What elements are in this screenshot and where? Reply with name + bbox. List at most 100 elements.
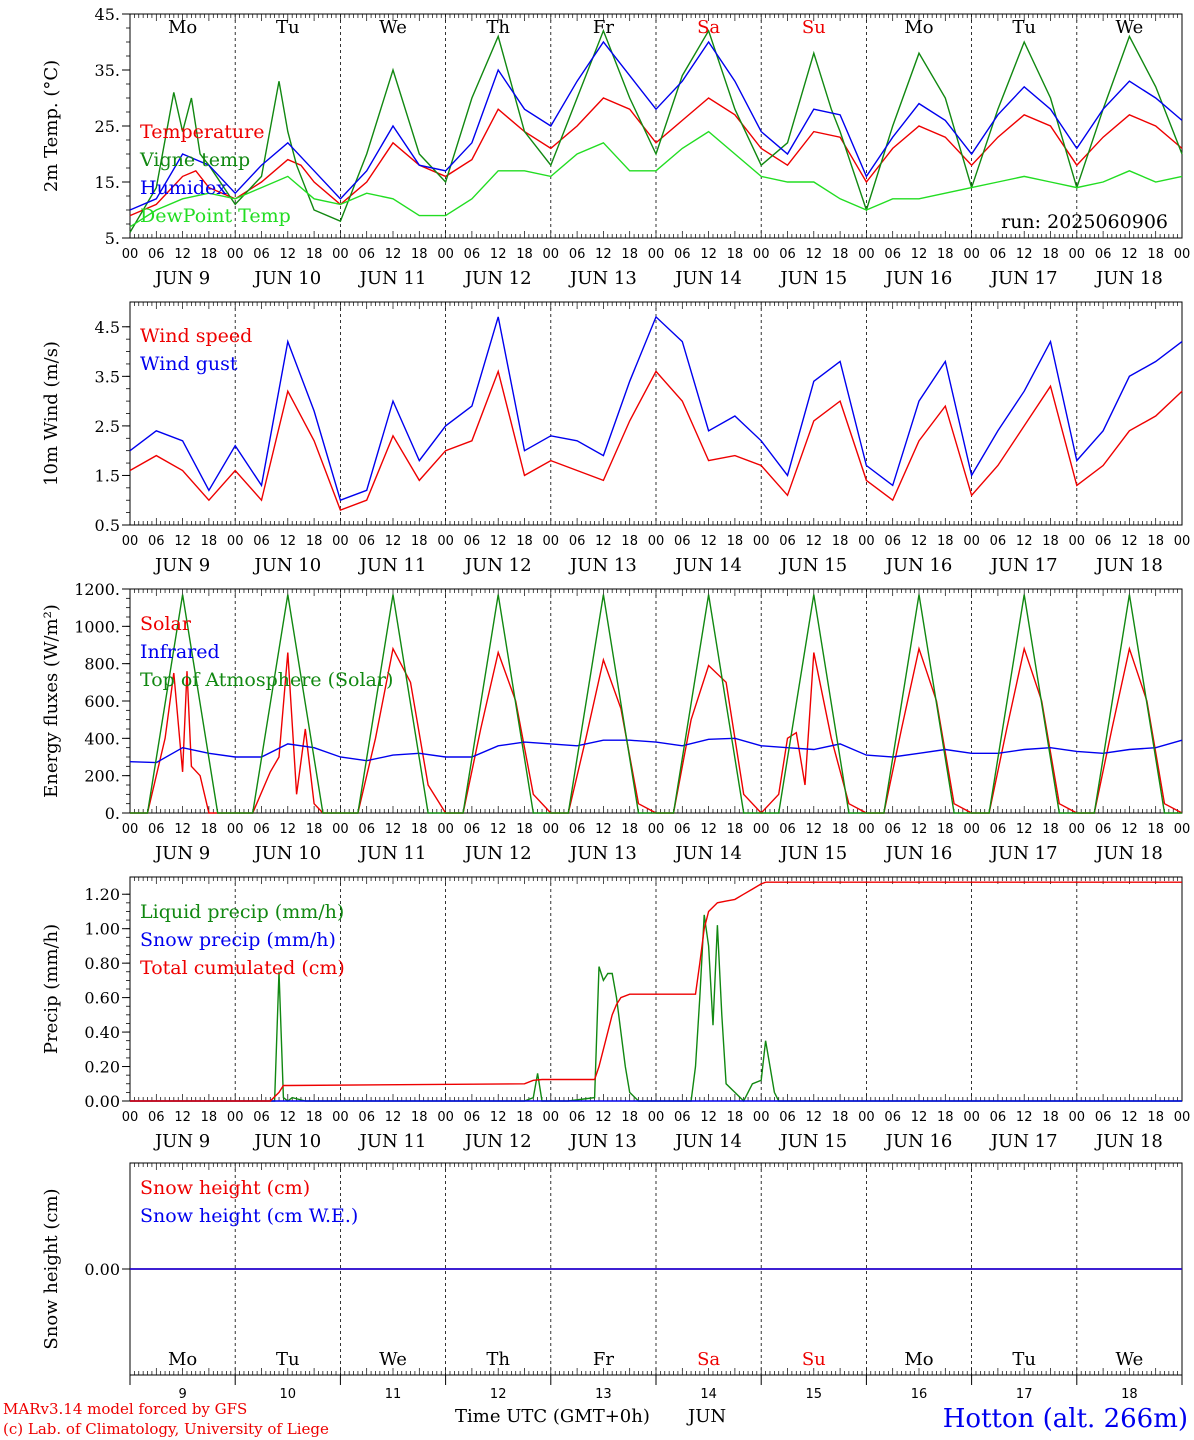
y-tick-label: 0.00 bbox=[84, 1260, 120, 1279]
hour-tick-label: 06 bbox=[464, 1110, 481, 1125]
y-axis-label: Precip (mm/h) bbox=[41, 924, 62, 1054]
panel-energy: 1200. 1000. 800. 600. 400. 200. 0. Energy fluxe… bbox=[41, 580, 1190, 864]
hour-tick-label: 18 bbox=[516, 822, 533, 837]
y-tick-label: 3.5 bbox=[95, 367, 120, 386]
weekday-label: Sa bbox=[697, 1349, 720, 1370]
hour-tick-label: 12 bbox=[385, 822, 402, 837]
hour-tick-label: 18 bbox=[727, 534, 744, 549]
hour-tick-label: 00 bbox=[227, 534, 244, 549]
station-label: Hotton (alt. 266m) bbox=[943, 1404, 1188, 1434]
hour-tick-label: 18 bbox=[306, 1110, 323, 1125]
hour-tick-label: 00 bbox=[543, 822, 560, 837]
hour-tick-label: 06 bbox=[674, 1110, 691, 1125]
hour-tick-label: 00 bbox=[227, 247, 244, 262]
hour-tick-label: 06 bbox=[1095, 247, 1112, 262]
date-label: JUN 12 bbox=[463, 1131, 532, 1152]
hour-tick-label: 06 bbox=[569, 534, 586, 549]
hour-tick-label: 18 bbox=[727, 247, 744, 262]
hour-tick-label: 00 bbox=[1069, 1110, 1086, 1125]
hour-tick-label: 06 bbox=[358, 822, 375, 837]
x-axis-month-label: JUN bbox=[686, 1406, 726, 1427]
plot-frame bbox=[129, 301, 1183, 526]
weekday-label: Th bbox=[486, 17, 510, 38]
date-label: JUN 18 bbox=[1094, 555, 1163, 576]
hour-tick-label: 06 bbox=[990, 534, 1007, 549]
date-number-label: 18 bbox=[1121, 1387, 1138, 1402]
hour-tick-label: 12 bbox=[1121, 534, 1138, 549]
hour-tick-label: 06 bbox=[779, 534, 796, 549]
hour-tick-label: 06 bbox=[1095, 1110, 1112, 1125]
hour-tick-label: 00 bbox=[543, 534, 560, 549]
weekday-label: We bbox=[379, 1349, 407, 1370]
legend-entry: Snow height (cm) bbox=[140, 1177, 310, 1199]
hour-tick-label: 06 bbox=[990, 247, 1007, 262]
y-tick-label: 5. bbox=[105, 229, 120, 248]
weekday-label: Su bbox=[802, 17, 826, 38]
hour-tick-label: 12 bbox=[1121, 822, 1138, 837]
hour-tick-label: 00 bbox=[227, 822, 244, 837]
hour-tick-label: 12 bbox=[1016, 534, 1033, 549]
y-axis-label: 10m Wind (m/s) bbox=[41, 341, 62, 486]
hour-tick-label: 06 bbox=[990, 1110, 1007, 1125]
date-label: JUN 9 bbox=[153, 268, 210, 289]
hour-tick-label: 00 bbox=[332, 534, 349, 549]
date-label: JUN 9 bbox=[153, 843, 210, 864]
hour-tick-label: 18 bbox=[1042, 247, 1059, 262]
series-line-humidex bbox=[129, 40, 1183, 211]
hour-tick-label: 12 bbox=[1016, 822, 1033, 837]
series-line-top-of-atmosphere-solar- bbox=[130, 594, 1182, 814]
hour-tick-label: 12 bbox=[280, 822, 297, 837]
hour-tick-label: 12 bbox=[490, 1110, 507, 1125]
hour-tick-label: 00 bbox=[332, 247, 349, 262]
y-tick-label: 25. bbox=[95, 117, 120, 136]
hour-tick-label: 18 bbox=[621, 247, 638, 262]
hour-tick-label: 12 bbox=[280, 1110, 297, 1125]
y-tick-label: 1.5 bbox=[95, 466, 120, 485]
date-number-label: 16 bbox=[911, 1387, 928, 1402]
date-label: JUN 16 bbox=[884, 843, 953, 864]
y-tick-label: 0. bbox=[105, 804, 120, 823]
hour-tick-label: 00 bbox=[858, 1110, 875, 1125]
hour-tick-label: 06 bbox=[779, 247, 796, 262]
date-label: JUN 16 bbox=[884, 555, 953, 576]
hour-tick-label: 12 bbox=[595, 822, 612, 837]
hour-tick-label: 12 bbox=[1016, 1110, 1033, 1125]
hour-tick-label: 12 bbox=[911, 1110, 928, 1125]
hour-tick-label: 12 bbox=[595, 1110, 612, 1125]
hour-tick-label: 00 bbox=[437, 822, 454, 837]
y-axis-label: Energy fluxes (W/m²) bbox=[41, 604, 62, 798]
hour-tick-label: 06 bbox=[148, 534, 165, 549]
hour-tick-label: 00 bbox=[227, 1110, 244, 1125]
hour-tick-label: 00 bbox=[963, 1110, 980, 1125]
hour-tick-label: 00 bbox=[122, 1110, 139, 1125]
hour-tick-label: 18 bbox=[1147, 247, 1164, 262]
hour-tick-label: 18 bbox=[516, 247, 533, 262]
hour-tick-label: 00 bbox=[648, 1110, 665, 1125]
hour-tick-label: 12 bbox=[280, 534, 297, 549]
hour-tick-label: 06 bbox=[884, 247, 901, 262]
date-label: JUN 12 bbox=[463, 555, 532, 576]
date-label: JUN 17 bbox=[989, 268, 1058, 289]
hour-tick-label: 00 bbox=[753, 1110, 770, 1125]
date-label: JUN 14 bbox=[673, 1131, 742, 1152]
hour-tick-label: 06 bbox=[148, 1110, 165, 1125]
weekday-label: Fr bbox=[593, 17, 614, 38]
hour-tick-label: 12 bbox=[595, 534, 612, 549]
weekday-label: Tu bbox=[276, 17, 300, 38]
hour-tick-label: 18 bbox=[306, 822, 323, 837]
hour-tick-label: 12 bbox=[806, 247, 823, 262]
hour-tick-label: 00 bbox=[858, 822, 875, 837]
date-label: JUN 18 bbox=[1094, 843, 1163, 864]
hour-tick-label: 18 bbox=[1147, 822, 1164, 837]
hour-tick-label: 18 bbox=[1042, 534, 1059, 549]
hour-tick-label: 06 bbox=[358, 534, 375, 549]
hour-tick-label: 12 bbox=[700, 247, 717, 262]
hour-tick-label: 06 bbox=[674, 534, 691, 549]
date-label: JUN 17 bbox=[989, 1131, 1058, 1152]
weekday-label: We bbox=[1116, 17, 1144, 38]
hour-tick-label: 06 bbox=[884, 822, 901, 837]
hour-tick-label: 12 bbox=[911, 247, 928, 262]
panel-temp: 45. 35. 25. 15. 5. 2m Temp. (°C) Temperature Vi… bbox=[41, 5, 1190, 289]
date-label: JUN 10 bbox=[252, 843, 321, 864]
hour-tick-label: 00 bbox=[122, 247, 139, 262]
